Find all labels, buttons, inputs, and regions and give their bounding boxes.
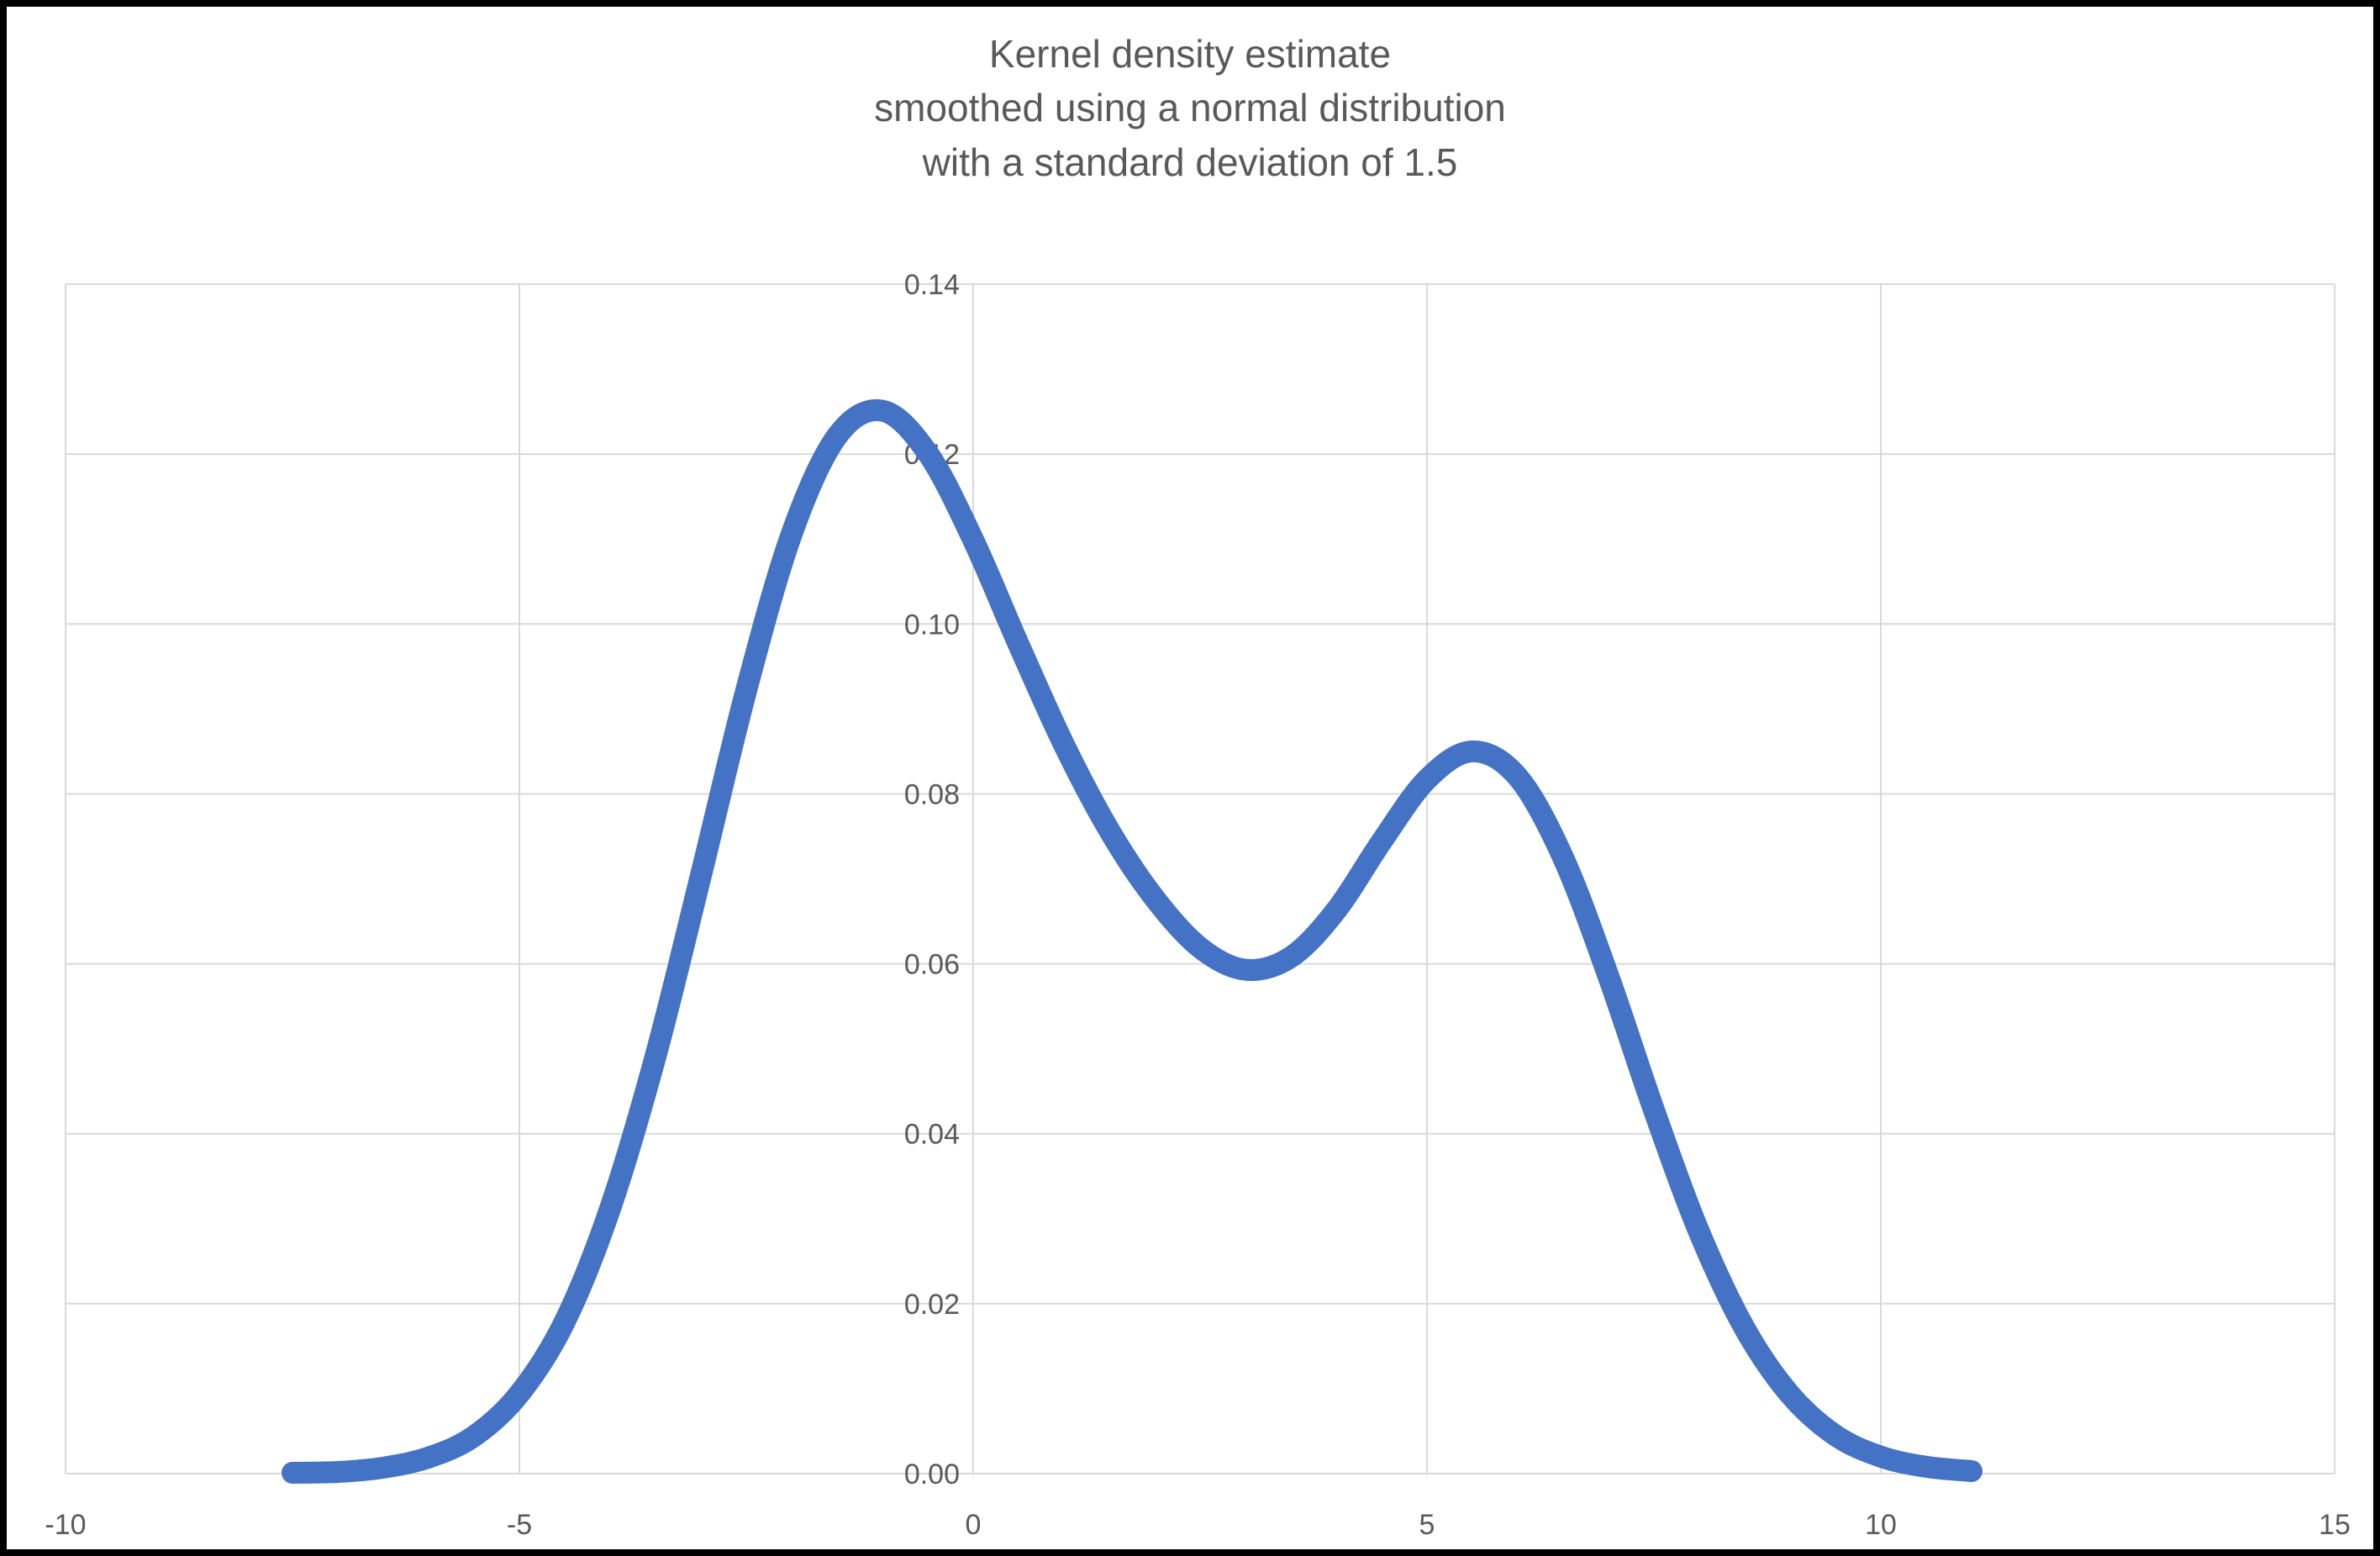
- y-axis-tick-label: 0.04: [904, 1119, 960, 1151]
- plot-area: 0.000.020.040.060.080.100.120.14-10 -5 0 5 1…: [45, 269, 2351, 1541]
- x-axis-tick-label: -5: [507, 1509, 532, 1541]
- y-axis-tick-label: 0.08: [904, 778, 960, 810]
- chart-title-line-3: with a standard deviation of 1.5: [922, 140, 1458, 184]
- x-axis-tick-label: 10: [1865, 1509, 1897, 1541]
- y-axis-tick-label: 0.02: [904, 1289, 960, 1321]
- y-axis-tick-label: 0.14: [904, 269, 960, 301]
- kde-curve: [282, 398, 1982, 1484]
- chart-title-line-2: smoothed using a normal distribution: [874, 86, 1506, 130]
- y-axis-tick-label: 0.06: [904, 949, 960, 981]
- x-axis-tick-label: 5: [1419, 1509, 1435, 1541]
- x-axis-tick-label: -10: [45, 1509, 86, 1541]
- y-axis-tick-label: 0.10: [904, 609, 960, 641]
- chart-title-line-1: Kernel density estimate: [988, 32, 1392, 76]
- y-axis-tick-label: 0.00: [904, 1458, 960, 1490]
- chart-title: Kernel density estimate smoothed using a…: [7, 27, 2373, 189]
- x-axis-tick-label: 0: [966, 1509, 982, 1541]
- x-axis-tick-label: 15: [2319, 1509, 2351, 1541]
